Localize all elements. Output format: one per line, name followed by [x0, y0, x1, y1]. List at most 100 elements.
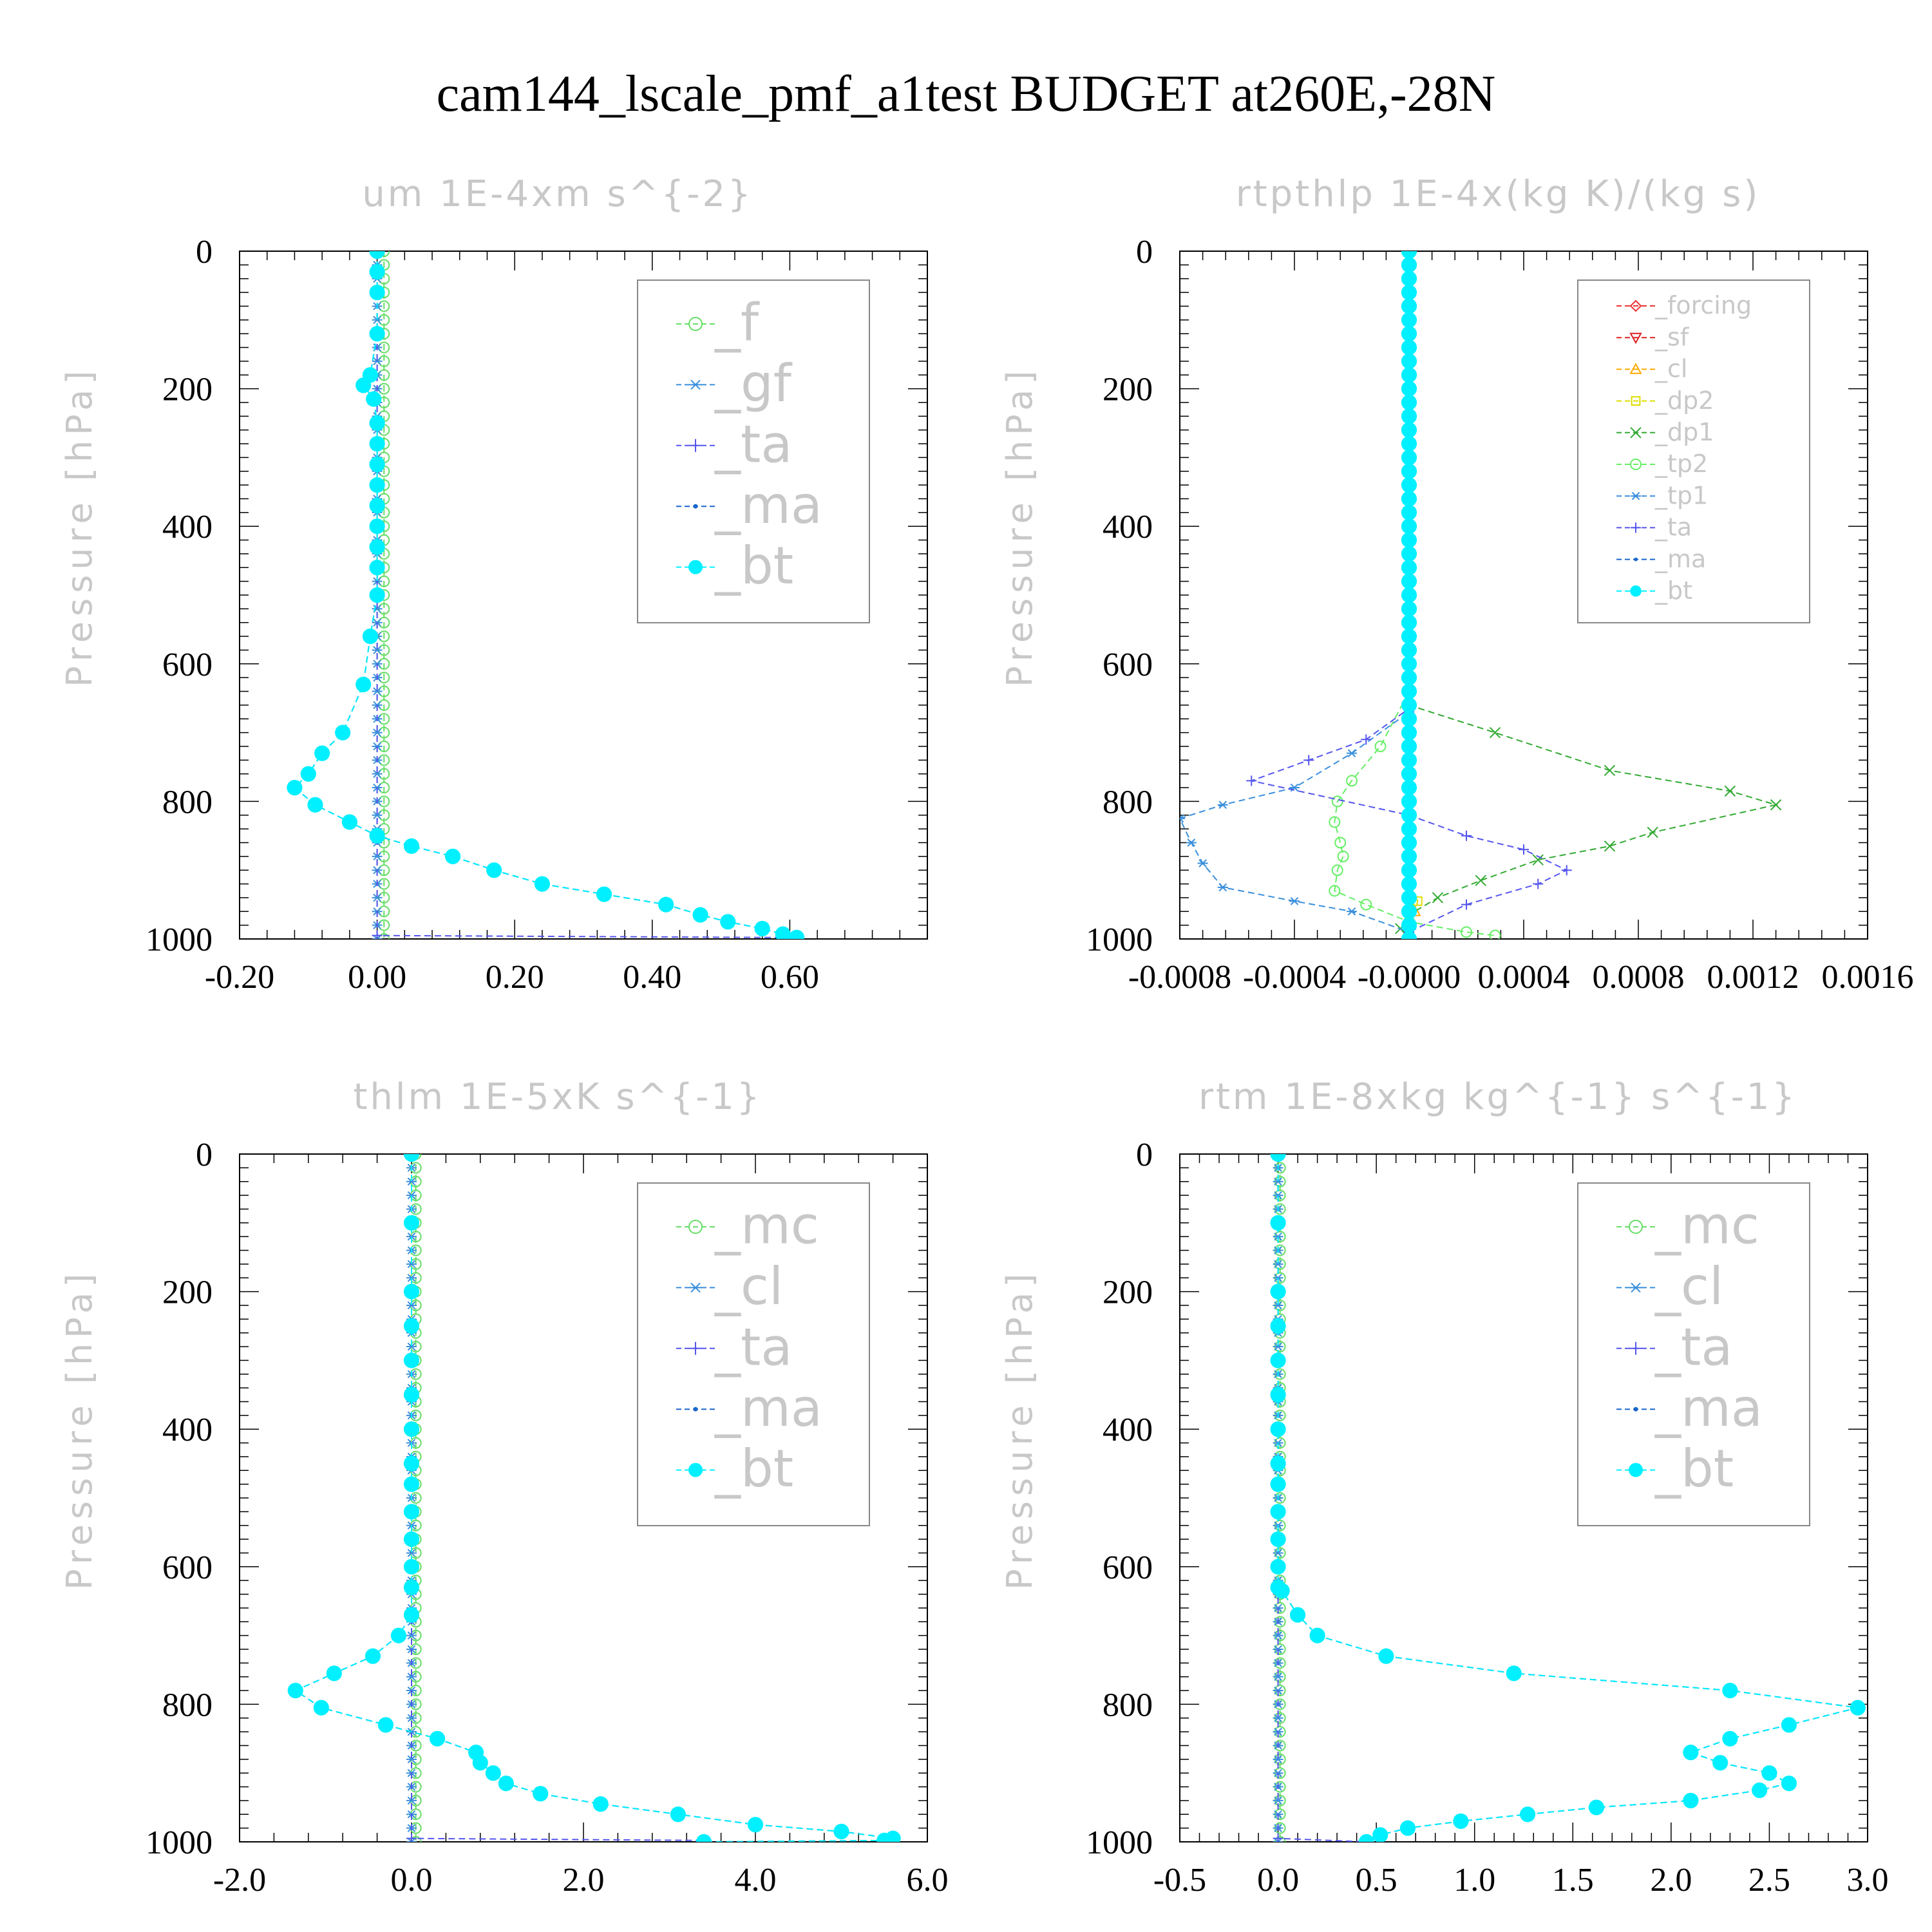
data-point: [1197, 859, 1208, 867]
x-tick-label: 0.00: [348, 959, 406, 996]
legend-entry: _gf: [676, 354, 793, 413]
data-point: [1532, 854, 1544, 866]
legend-entry: _ma: [676, 1378, 822, 1438]
legend-marker: [1629, 1220, 1643, 1234]
data-point: [369, 251, 385, 260]
data-point: [1273, 1177, 1283, 1186]
data-point: [1461, 899, 1472, 910]
y-tick-label: 0: [1136, 1137, 1153, 1173]
data-point: [403, 1352, 420, 1368]
legend-entry: _ma: [1616, 1378, 1763, 1438]
legend-marker: [1629, 363, 1642, 374]
data-point: [372, 893, 383, 902]
data-point: [1519, 844, 1529, 855]
legend-marker: [688, 1220, 703, 1234]
x-tick-label: 0.0008: [1593, 959, 1685, 996]
data-point: [1401, 752, 1417, 768]
data-point: [1347, 749, 1357, 757]
data-point: [1401, 532, 1417, 548]
y-tick-label: 800: [162, 784, 213, 820]
data-point: [1489, 726, 1501, 739]
data-point: [658, 896, 674, 913]
legend-marker: [1631, 522, 1641, 533]
y-tick-label: 0: [1136, 234, 1153, 270]
panel-title: um 1E-4xm s^{-2}: [362, 173, 753, 215]
plot-data: [1180, 251, 1782, 939]
data-point: [1489, 929, 1501, 939]
legend-marker: [689, 379, 702, 390]
data-point: [378, 251, 390, 257]
data-point: [1401, 326, 1417, 342]
data-point: [372, 811, 383, 820]
data-point: [372, 934, 383, 939]
data-point: [372, 357, 383, 366]
data-point: [1274, 1836, 1286, 1842]
data-point: [1273, 1631, 1283, 1640]
data-point: [1273, 1260, 1283, 1269]
data-point: [406, 1837, 417, 1842]
data-point: [1401, 367, 1417, 383]
data-point: [1401, 408, 1417, 424]
data-point: [406, 1631, 417, 1640]
legend-label: _ta: [1654, 1317, 1732, 1377]
data-point: [1432, 892, 1444, 904]
data-point: [406, 1549, 417, 1557]
data-point: [1273, 1301, 1283, 1310]
data-point: [369, 415, 385, 431]
y-tick-label: 600: [162, 647, 213, 683]
data-point: [1273, 1796, 1283, 1805]
chart-panel-4: rtm 1E-8xkg kg^{-1} s^{-1} Pressure [hPa]…: [999, 1076, 1889, 1899]
data-point: [533, 1786, 549, 1802]
data-point: [372, 316, 383, 325]
data-point: [788, 929, 805, 939]
y-axis-label: Pressure [hPa]: [59, 1269, 100, 1590]
legend-box: [637, 279, 870, 623]
data-point: [1533, 878, 1544, 889]
data-point: [1604, 840, 1616, 852]
x-tick-label: 2.5: [1748, 1862, 1790, 1899]
x-tick-label: 1.5: [1552, 1862, 1594, 1899]
chart-panel-2: rtpthlp 1E-4x(kg K)/(kg s) Pressure [hPa]…: [999, 173, 1914, 996]
data-point: [1461, 830, 1472, 841]
legend-marker: [693, 504, 698, 509]
data-point: [335, 724, 351, 741]
data-point: [403, 1455, 420, 1472]
y-tick-label: 600: [1103, 1549, 1153, 1586]
data-point: [1270, 1318, 1286, 1334]
data-point: [1378, 1648, 1394, 1664]
data-point: [1461, 926, 1472, 938]
legend-entry: _dp1: [1616, 418, 1714, 446]
data-point: [1270, 1215, 1286, 1231]
data-point: [1401, 862, 1417, 878]
data-point: [1399, 1820, 1416, 1836]
data-point: [403, 1558, 420, 1575]
legend: _mc_cl_ta_ma_bt: [1577, 1182, 1810, 1526]
data-point: [429, 1730, 446, 1747]
y-tick-label: 0: [196, 234, 213, 270]
y-tick-label: 800: [1103, 784, 1153, 820]
legend-marker: [1629, 299, 1642, 312]
data-point: [1270, 1476, 1286, 1492]
series-line: [1277, 1154, 1367, 1842]
data-point: [1401, 670, 1417, 686]
data-point: [1274, 1583, 1290, 1599]
x-tick-label: -2.0: [213, 1862, 266, 1899]
legend-marker: [693, 1406, 698, 1412]
y-tick-label: 400: [1103, 1412, 1153, 1448]
y-tick-label: 1000: [146, 922, 213, 958]
legend-marker: [688, 317, 703, 331]
data-point: [1401, 491, 1417, 507]
data-point: [1217, 883, 1228, 892]
data-point: [720, 914, 736, 930]
data-point: [372, 646, 383, 654]
y-tick-label: 400: [1103, 509, 1153, 545]
series-line: [1180, 251, 1410, 933]
legend-entry: _ta: [676, 414, 792, 474]
legend-marker: [1634, 557, 1638, 562]
x-tick-label: 1.0: [1454, 1862, 1495, 1899]
data-point: [1273, 1833, 1283, 1842]
data-point: [1712, 1755, 1728, 1771]
series-bt: [287, 251, 805, 939]
legend-entry: _sf: [1616, 323, 1690, 351]
data-point: [592, 1796, 609, 1812]
